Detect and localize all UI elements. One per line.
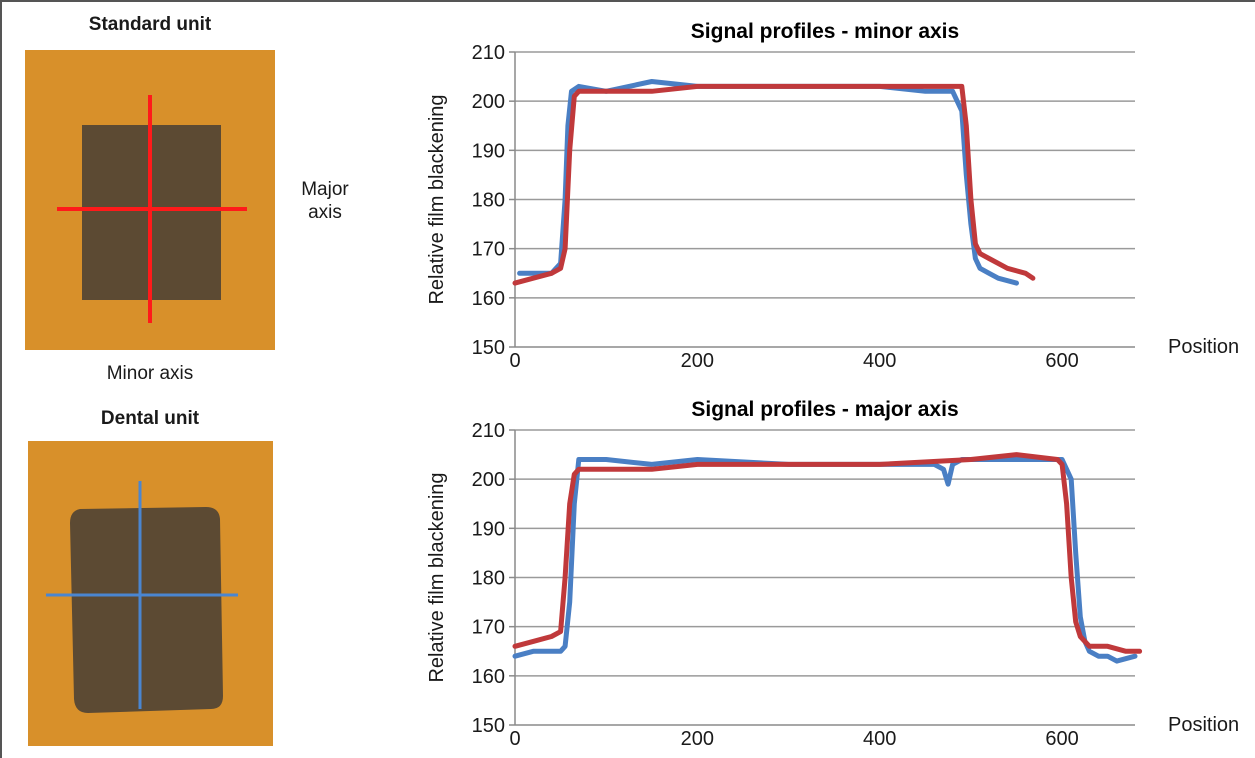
y-axis-label: Relative film blackening [426, 94, 448, 304]
film-image-dental [28, 441, 273, 746]
minor-axis-label: Minor axis [106, 363, 194, 384]
y-tick-label: 160 [472, 666, 505, 688]
series-line-red [512, 452, 1143, 654]
y-tick-label: 180 [472, 190, 505, 212]
x-axis-label: Position [1168, 714, 1239, 736]
x-tick-label: 200 [681, 728, 714, 750]
y-tick-label: 170 [472, 617, 505, 639]
series-line-blue [512, 457, 1138, 664]
film-title-dental: Dental unit [100, 408, 200, 429]
x-axis-label: Position [1168, 336, 1239, 358]
y-tick-label: 170 [472, 239, 505, 261]
y-tick-label: 160 [472, 288, 505, 310]
chart-title: Signal profiles - major axis [691, 398, 958, 421]
y-tick-label: 150 [472, 337, 505, 359]
y-tick-label: 210 [472, 420, 505, 442]
x-tick-label: 600 [1045, 728, 1078, 750]
chart-title: Signal profiles - minor axis [691, 20, 959, 43]
x-tick-label: 200 [681, 350, 714, 372]
y-tick-label: 210 [472, 42, 505, 64]
x-tick-label: 600 [1045, 350, 1078, 372]
film-exposed-window [70, 507, 223, 713]
x-tick-label: 400 [863, 728, 896, 750]
y-axis-label: Relative film blackening [426, 472, 448, 682]
major-axis-label: Major axis [301, 179, 349, 223]
chart-major-axis: Signal profiles - major axis 150 160 170 180… [426, 398, 1239, 750]
x-tick-label: 400 [863, 350, 896, 372]
y-tick-label: 190 [472, 518, 505, 540]
y-tick-label: 150 [472, 715, 505, 737]
chart-minor-axis: Signal profiles - minor axis 150 160 170 180… [426, 20, 1239, 372]
y-tick-label: 200 [472, 91, 505, 113]
film-image-standard [25, 50, 275, 350]
series-line-red [512, 83, 1036, 286]
film-title-standard: Standard unit [88, 14, 212, 35]
x-tick-label: 0 [509, 350, 520, 372]
y-tick-label: 200 [472, 469, 505, 491]
x-tick-label: 0 [509, 728, 520, 750]
y-tick-label: 190 [472, 140, 505, 162]
y-tick-label: 180 [472, 568, 505, 590]
series-line-blue [517, 79, 1019, 286]
